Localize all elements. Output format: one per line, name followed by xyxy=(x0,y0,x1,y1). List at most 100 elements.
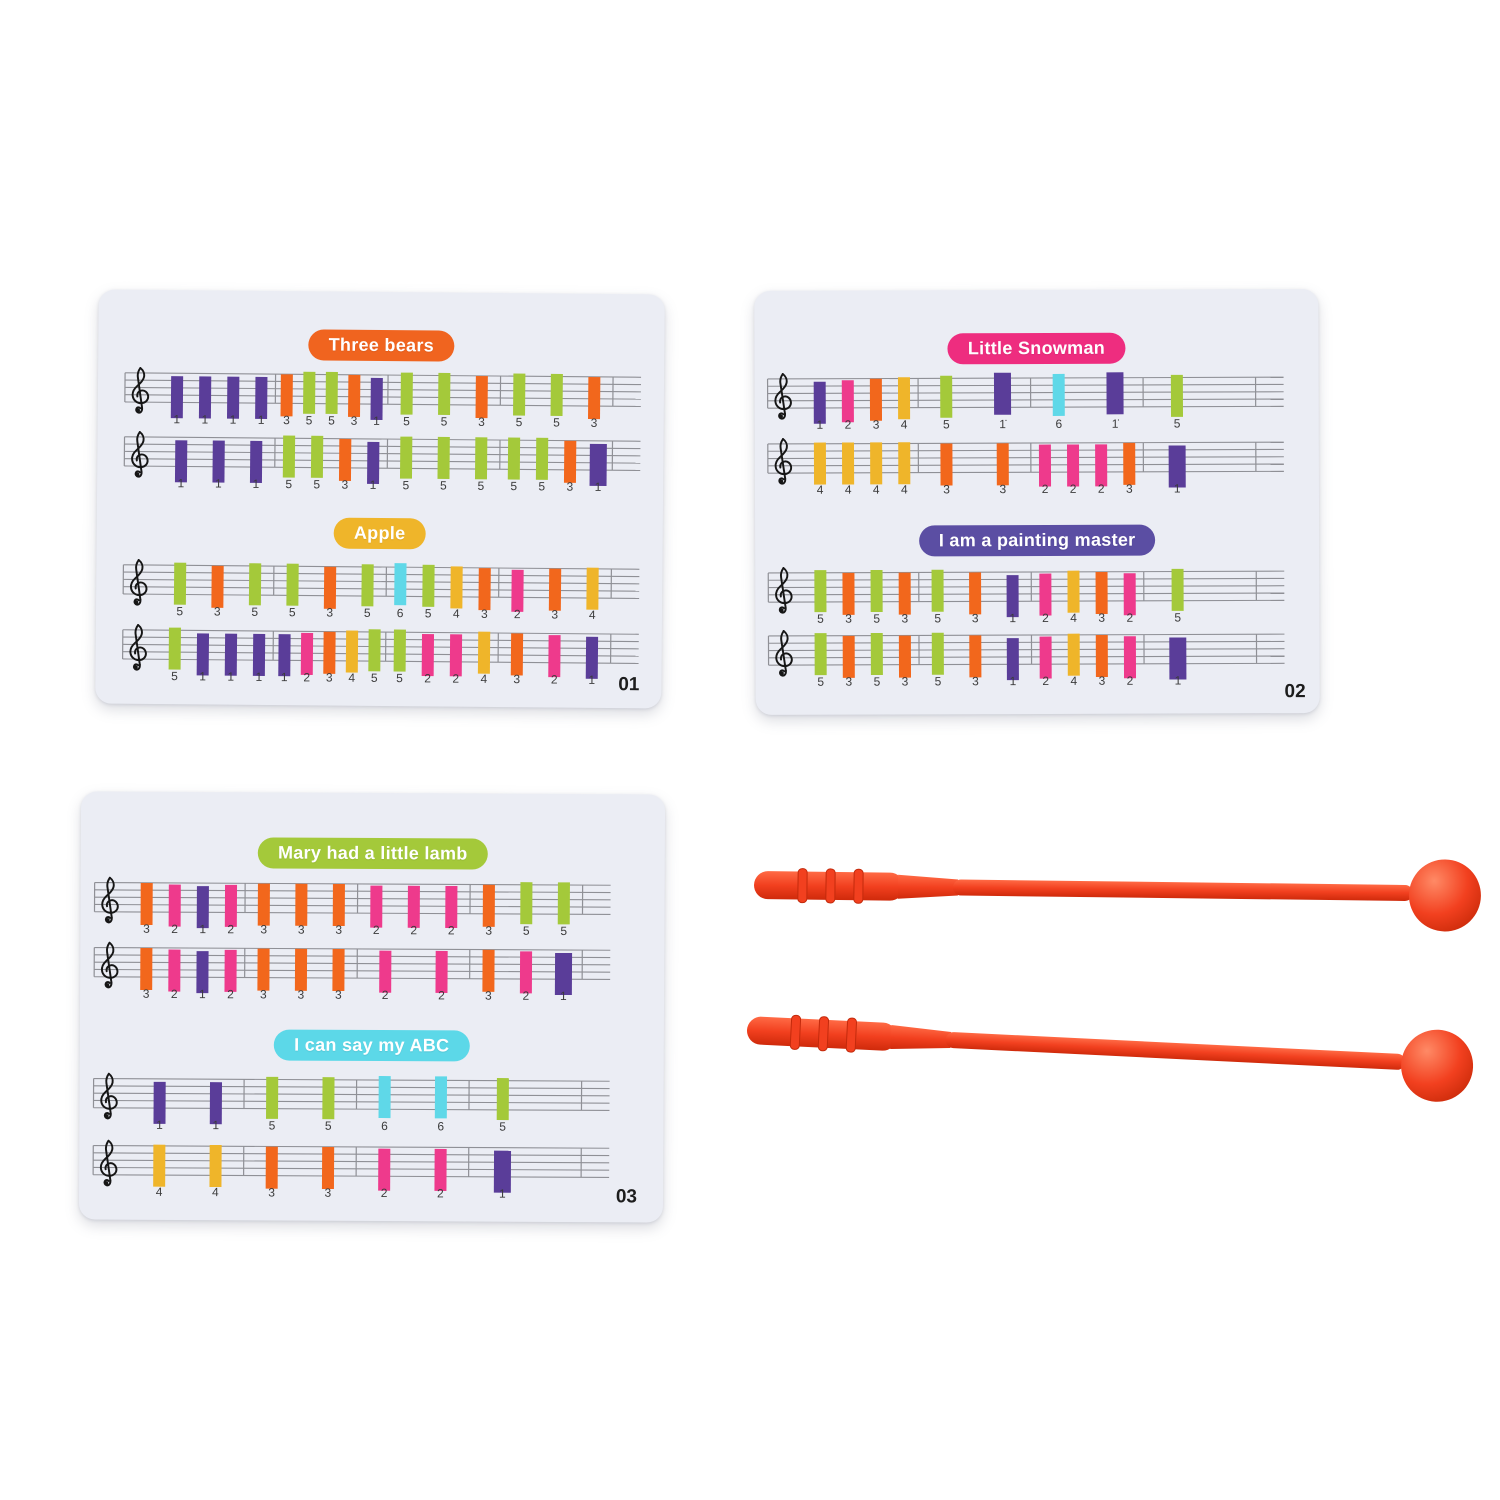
note-bar xyxy=(1006,638,1019,681)
note-number: 4 xyxy=(901,417,908,431)
note-number: 4 xyxy=(453,607,460,621)
note-number: 1 xyxy=(178,476,185,490)
note-number: 6 xyxy=(1055,417,1062,431)
staff-line xyxy=(93,1152,610,1157)
note-number: 5 xyxy=(478,479,485,493)
note-bar xyxy=(482,949,495,992)
note-bar xyxy=(421,633,435,677)
note-bar xyxy=(198,376,212,419)
staff-svg: 3 2 1 2 3 3 3 2 2 2 3 5 5 xyxy=(93,876,611,938)
note-bar xyxy=(257,948,270,991)
note-number: 5 xyxy=(251,605,258,619)
mallet-handle-ridge xyxy=(853,868,864,904)
note-bar xyxy=(434,1076,448,1119)
note-bar xyxy=(931,632,944,675)
note-bar xyxy=(361,564,374,607)
note-bar xyxy=(897,377,911,420)
song-title-pill: Mary had a little lamb xyxy=(257,837,488,870)
staff-line xyxy=(124,436,641,442)
note-number: 4 xyxy=(156,1185,163,1199)
note-number: 1̇ xyxy=(999,417,1007,431)
note-number: 5 xyxy=(499,1120,506,1134)
note-bar xyxy=(449,634,463,677)
song-title-pill: Little Snowman xyxy=(947,332,1126,365)
note-bar xyxy=(445,885,458,929)
note-bar xyxy=(153,1081,166,1124)
treble-clef-icon xyxy=(775,567,793,614)
note-number: 3 xyxy=(143,987,150,1001)
music-staff: 1 2 3 4 5 1̇ 6 1̇ 5 xyxy=(766,369,1286,440)
note-number: 2 xyxy=(452,672,459,686)
staff-svg: 1 2 3 4 5 1̇ 6 1̇ 5 xyxy=(766,372,1284,432)
note-bar xyxy=(345,630,359,673)
staff-line xyxy=(93,1107,610,1111)
treble-clef-icon xyxy=(100,1072,118,1120)
staff-line xyxy=(93,1144,610,1149)
note-bar xyxy=(209,1144,222,1188)
note-bar xyxy=(589,443,607,486)
note-number: 5 xyxy=(441,415,448,429)
note-bar xyxy=(870,442,883,485)
note-number: 1 xyxy=(1010,674,1017,688)
note-bar xyxy=(586,567,599,610)
note-number: 3 xyxy=(326,606,333,620)
staff-line xyxy=(124,443,641,450)
staff-svg: 4 4 4 4 3 3 2 2 2 3 1 xyxy=(767,438,1284,497)
note-number: 4 xyxy=(817,483,824,497)
note-bar xyxy=(813,442,827,485)
note-bar xyxy=(1106,372,1124,415)
note-number: 3 xyxy=(1098,611,1105,625)
staff-svg: 5 1 1 1 1 2 3 4 5 5 2 2 4 3 2 1 xyxy=(121,624,639,687)
staff-svg: 1 1 5 5 6 6 5 xyxy=(92,1072,610,1134)
note-bar xyxy=(394,563,407,606)
note-number: 5 xyxy=(560,924,567,938)
song-title-row: Little Snowman xyxy=(754,332,1318,365)
note-number: 3 xyxy=(485,924,492,938)
note-bar xyxy=(1095,634,1108,677)
staff-line xyxy=(124,465,641,472)
note-bar xyxy=(295,883,308,926)
note-number: 2 xyxy=(514,607,521,621)
note-number: 2 xyxy=(410,923,417,937)
music-staff: 5 3 5 3 5 3 1 2 4 3 2 1 xyxy=(766,626,1286,697)
note-number: 5 xyxy=(313,477,320,491)
note-bar xyxy=(585,636,599,679)
note-bar xyxy=(1170,374,1184,417)
note-number: 1 xyxy=(255,670,262,684)
note-bar xyxy=(1168,445,1186,488)
note-number: 6 xyxy=(437,1119,444,1133)
music-staff: 5 3 5 3 5 3 1 2 4 3 2 5 xyxy=(766,563,1286,634)
note-number: 5 xyxy=(176,604,183,618)
note-bar xyxy=(1067,570,1080,613)
note-bar xyxy=(1039,573,1052,616)
note-bar xyxy=(435,950,448,993)
mallet-shaft xyxy=(945,1032,1406,1070)
note-number: 3 xyxy=(551,608,558,622)
note-number: 3 xyxy=(335,923,342,937)
note-number: 3 xyxy=(260,987,267,1001)
mallet-body xyxy=(746,1014,1474,1102)
note-number: 3 xyxy=(298,923,305,937)
note-number: 3 xyxy=(325,1186,332,1200)
note-bar xyxy=(842,635,855,678)
note-bar xyxy=(224,884,238,927)
note-bar xyxy=(266,1076,279,1119)
note-number: 5 xyxy=(285,477,292,491)
note-bar xyxy=(493,1150,512,1193)
music-staff: 1 1 1 1 3 5 5 3 1 5 5 3 5 5 3 xyxy=(123,365,644,439)
note-bar xyxy=(422,564,435,607)
note-bar xyxy=(321,1146,335,1190)
note-bar xyxy=(209,1082,223,1125)
note-number: 3 xyxy=(297,988,304,1002)
note-number: 5 xyxy=(325,1119,332,1133)
note-number: 5 xyxy=(1174,610,1181,624)
note-bar xyxy=(507,437,521,480)
note-bar xyxy=(294,948,308,991)
note-number: 3 xyxy=(268,1185,275,1199)
note-bar xyxy=(322,1077,335,1120)
note-bar xyxy=(842,572,855,615)
note-bar xyxy=(196,951,209,994)
note-bar xyxy=(1123,573,1136,616)
note-number: 3 xyxy=(999,482,1006,496)
note-number: 1 xyxy=(253,477,260,491)
